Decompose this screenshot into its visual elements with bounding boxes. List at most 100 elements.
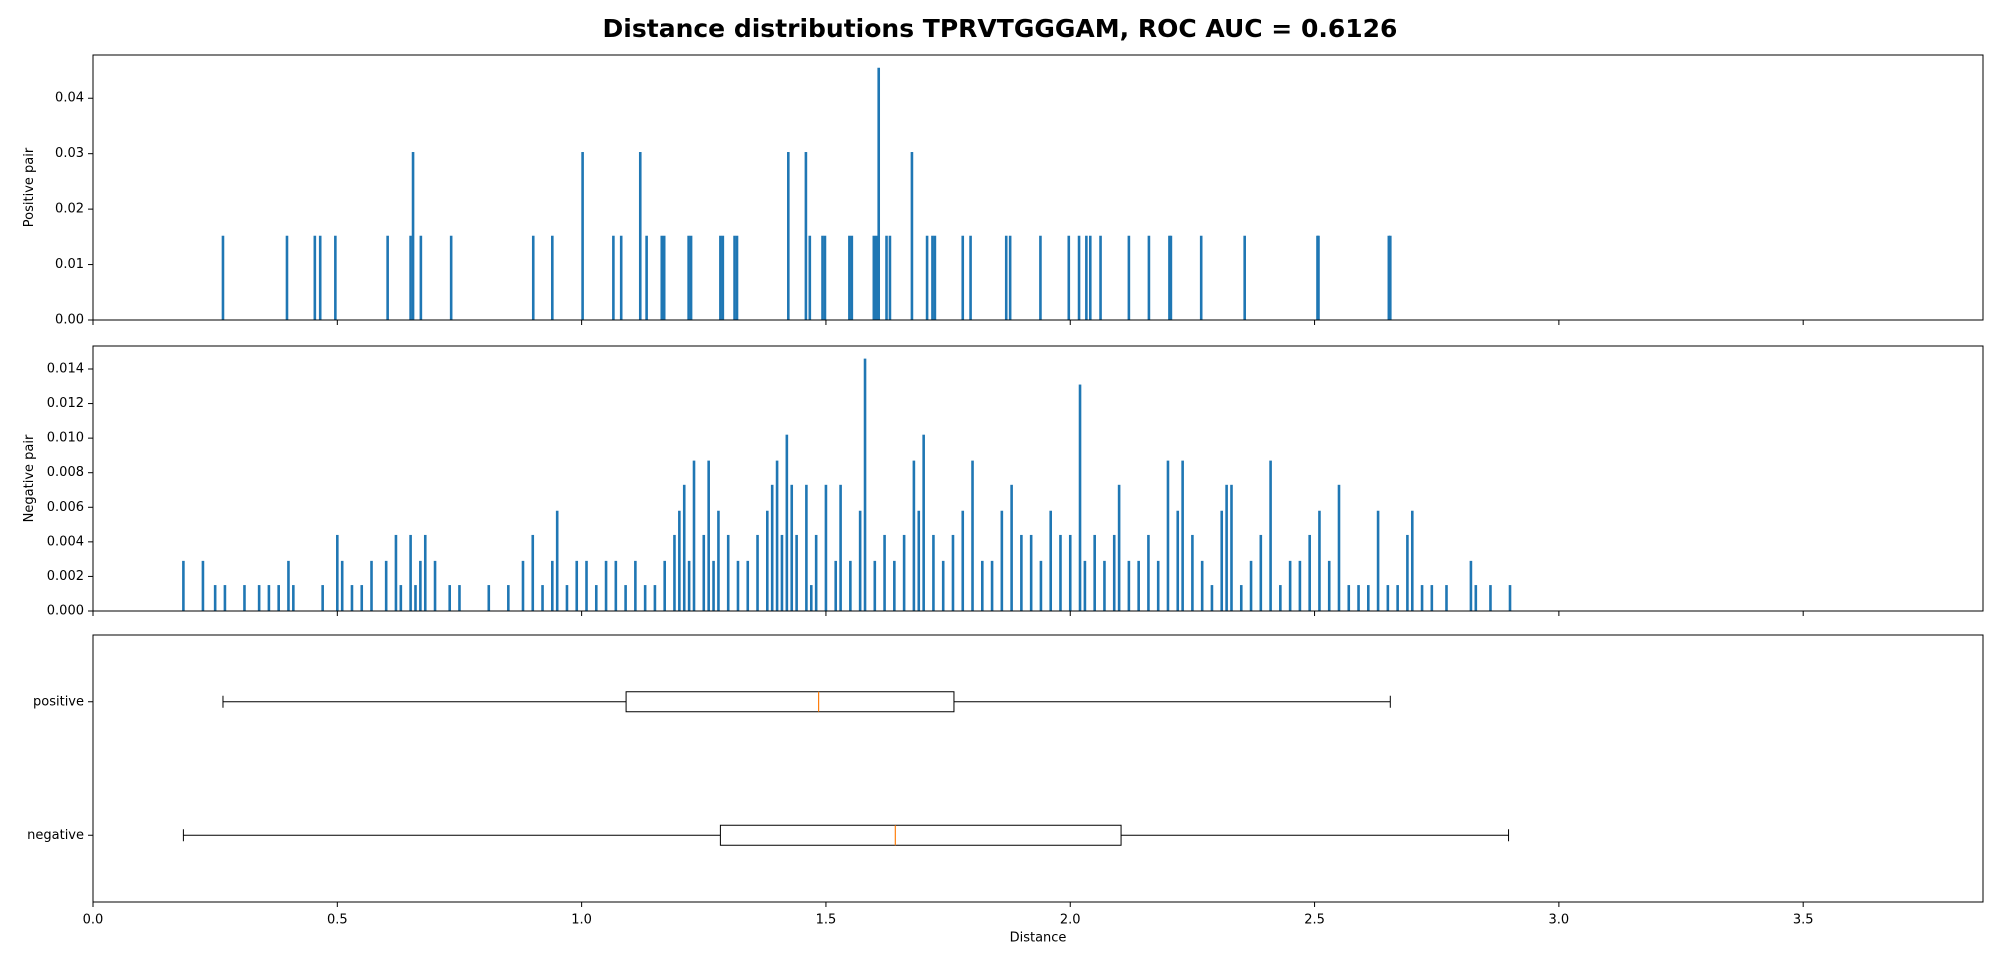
bar bbox=[941, 560, 945, 611]
bar bbox=[221, 235, 225, 320]
bar bbox=[1396, 585, 1399, 611]
bar bbox=[980, 560, 984, 611]
bar bbox=[917, 510, 921, 611]
bar bbox=[448, 585, 451, 611]
bar bbox=[643, 585, 647, 611]
bar bbox=[507, 585, 510, 611]
bar bbox=[243, 585, 246, 611]
bar bbox=[893, 560, 896, 611]
y-axis-label: Positive pair bbox=[22, 147, 37, 227]
bar bbox=[414, 585, 417, 611]
bar bbox=[733, 235, 736, 320]
x-tick-label: 2.0 bbox=[1060, 913, 1081, 928]
bar bbox=[922, 434, 925, 611]
bar bbox=[1000, 510, 1004, 611]
x-tick-label: 0.5 bbox=[327, 913, 348, 928]
bar bbox=[1093, 534, 1096, 611]
bar bbox=[604, 560, 608, 611]
bar bbox=[419, 235, 423, 320]
bar bbox=[612, 235, 615, 320]
bar bbox=[1327, 560, 1331, 611]
bar bbox=[1288, 560, 1292, 611]
bar bbox=[575, 560, 579, 611]
bar bbox=[1220, 510, 1224, 611]
bar bbox=[756, 534, 759, 611]
box bbox=[625, 691, 955, 713]
bar bbox=[809, 585, 813, 611]
bar bbox=[409, 235, 412, 320]
bar bbox=[787, 152, 790, 320]
bar bbox=[321, 585, 324, 611]
bar bbox=[785, 434, 789, 611]
bar bbox=[961, 235, 965, 320]
x-tick-label: 1.0 bbox=[571, 913, 592, 928]
x-tick-label: 3.0 bbox=[1549, 913, 1570, 928]
bar bbox=[1147, 534, 1150, 611]
bar bbox=[1445, 585, 1448, 611]
bar bbox=[565, 585, 569, 611]
bar bbox=[594, 585, 598, 611]
bar bbox=[925, 235, 929, 320]
bar bbox=[736, 560, 740, 611]
bar bbox=[1259, 534, 1263, 611]
x-tick-label: 0.0 bbox=[83, 913, 104, 928]
bar bbox=[849, 560, 852, 611]
bar bbox=[1386, 585, 1390, 611]
bar bbox=[1127, 560, 1131, 611]
bar bbox=[808, 235, 812, 320]
bar bbox=[585, 560, 588, 611]
bar bbox=[1010, 484, 1013, 611]
bar bbox=[213, 585, 217, 611]
bar bbox=[850, 235, 854, 320]
y-tick-label: 0.000 bbox=[47, 604, 84, 619]
bar bbox=[883, 534, 886, 611]
bar bbox=[1008, 235, 1012, 320]
bar bbox=[1156, 560, 1160, 611]
bar bbox=[277, 585, 280, 611]
bar bbox=[990, 560, 994, 611]
y-tick-label: 0.00 bbox=[55, 313, 84, 328]
bar bbox=[804, 152, 808, 320]
bar bbox=[1376, 510, 1380, 611]
bar bbox=[662, 235, 666, 320]
bar bbox=[634, 560, 637, 611]
axes-frame bbox=[92, 634, 1984, 903]
bar bbox=[692, 460, 696, 611]
bar bbox=[433, 560, 437, 611]
bar bbox=[1318, 510, 1321, 611]
chart-title: Distance distributions TPRVTGGGAM, ROC A… bbox=[603, 14, 1398, 43]
bar bbox=[1239, 585, 1243, 611]
bar bbox=[487, 585, 491, 611]
bar bbox=[726, 534, 730, 611]
bar bbox=[834, 560, 838, 611]
bar bbox=[805, 484, 808, 611]
bar bbox=[521, 560, 525, 611]
bar bbox=[449, 235, 453, 320]
bar bbox=[201, 560, 205, 611]
bar bbox=[336, 534, 339, 611]
bar bbox=[1317, 235, 1320, 320]
bar bbox=[951, 534, 955, 611]
bar bbox=[1243, 235, 1246, 320]
y-tick-label: 0.014 bbox=[47, 361, 84, 376]
bar bbox=[1169, 235, 1173, 320]
bar bbox=[292, 585, 295, 611]
bar bbox=[409, 534, 412, 611]
bar bbox=[1049, 510, 1053, 611]
bar bbox=[660, 235, 664, 320]
bar bbox=[1210, 585, 1214, 611]
x-tick-label: 1.5 bbox=[816, 913, 837, 928]
box bbox=[719, 824, 1122, 846]
bar bbox=[873, 560, 877, 611]
bar bbox=[663, 560, 666, 611]
bar bbox=[735, 235, 739, 320]
bar bbox=[673, 534, 676, 611]
y-tick-label: 0.02 bbox=[55, 202, 84, 217]
bar bbox=[888, 235, 892, 320]
bar bbox=[1117, 484, 1121, 611]
bar bbox=[848, 235, 851, 320]
bar bbox=[1430, 585, 1434, 611]
bar bbox=[423, 534, 427, 611]
bar bbox=[702, 534, 706, 611]
bar bbox=[1200, 560, 1204, 611]
